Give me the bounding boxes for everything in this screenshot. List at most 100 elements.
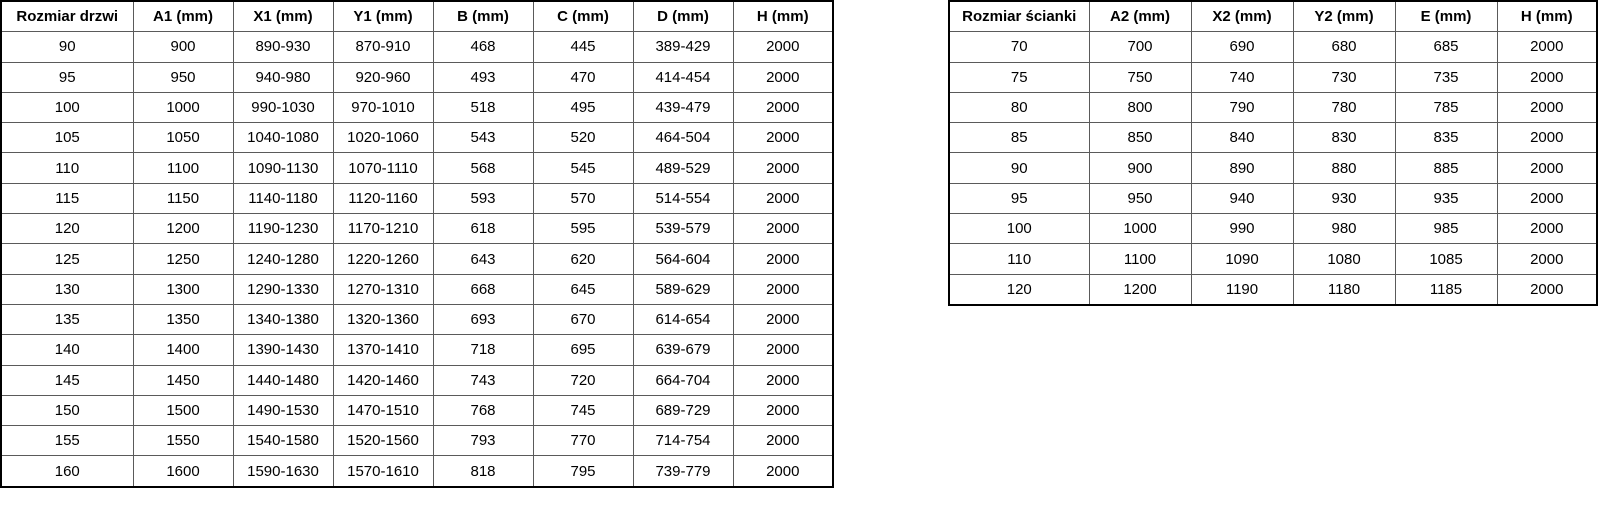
table-cell: 700 [1088,31,1192,63]
column-header: Y1 (mm) [332,0,434,33]
table-row: 110 1100 1090 1080 1085 2000 [948,243,1598,275]
table-row: 80 800 790 780 785 2000 [948,91,1598,124]
column-header: Rozmiar drzwi [0,0,134,33]
table-row: 75 750 740 730 735 2000 [948,61,1598,93]
table-cell: 140 [0,334,134,366]
table-cell: 85 [948,122,1090,154]
table-cell: 564-604 [632,243,734,275]
table-cell: 1320-1360 [332,303,434,336]
table-row: 145 1450 1440-1480 1420-1460 743 720 664-704 20… [0,364,834,396]
table-cell: 890-930 [232,31,334,63]
table-cell: 840 [1190,122,1294,154]
table-cell: 1340-1380 [232,303,334,336]
table-cell: 1450 [132,364,234,396]
table-cell: 950 [132,61,234,93]
table-cell: 570 [532,182,634,215]
table-row: 135 1350 1340-1380 1320-1360 693 670 614-654 20… [0,303,834,336]
table-row: 95 950 940 930 935 2000 [948,182,1598,215]
table-row: 90 900 890-930 870-910 468 445 389-429 2000 [0,31,834,63]
table-cell: 1520-1560 [332,425,434,457]
table-cell: 155 [0,425,134,457]
table-cell: 545 [532,152,634,184]
table-cell: 595 [532,213,634,245]
column-header: H (mm) [732,0,834,33]
table-cell: 2000 [1496,182,1598,215]
table-cell: 1085 [1394,243,1498,275]
table-cell: 668 [432,273,534,305]
table-cell: 935 [1394,182,1498,215]
table-cell: 1150 [132,182,234,215]
table-cell: 150 [0,394,134,427]
table-cell: 2000 [732,243,834,275]
table-row: 155 1550 1540-1580 1520-1560 793 770 714-754 20… [0,425,834,457]
table-cell: 1390-1430 [232,334,334,366]
table-cell: 1100 [1088,243,1192,275]
table-cell: 568 [432,152,534,184]
table-cell: 90 [948,152,1090,184]
table-cell: 2000 [732,364,834,396]
table-cell: 645 [532,273,634,305]
table-cell: 1500 [132,394,234,427]
table-cell: 818 [432,455,534,488]
table-cell: 670 [532,303,634,336]
table-row: 125 1250 1240-1280 1220-1260 643 620 564-604 20… [0,243,834,275]
table-cell: 880 [1292,152,1396,184]
table-cell: 793 [432,425,534,457]
table-cell: 445 [532,31,634,63]
table-cell: 518 [432,91,534,124]
table-cell: 1190-1230 [232,213,334,245]
table-cell: 589-629 [632,273,734,305]
table-cell: 970-1010 [332,91,434,124]
table-cell: 543 [432,122,534,154]
table-row: 85 850 840 830 835 2000 [948,122,1598,154]
table-cell: 835 [1394,122,1498,154]
table-cell: 125 [0,243,134,275]
table-cell: 890 [1190,152,1294,184]
table-cell: 1400 [132,334,234,366]
table-cell: 689-729 [632,394,734,427]
table-cell: 2000 [732,122,834,154]
table-cell: 389-429 [632,31,734,63]
table-cell: 80 [948,91,1090,124]
table-cell: 489-529 [632,152,734,184]
table-cell: 643 [432,243,534,275]
table-cell: 1370-1410 [332,334,434,366]
table-cell: 520 [532,122,634,154]
table-cell: 1040-1080 [232,122,334,154]
table-cell: 920-960 [332,61,434,93]
table-cell: 1180 [1292,273,1396,306]
table-cell: 95 [0,61,134,93]
table-row: 120 1200 1190 1180 1185 2000 [948,273,1598,306]
table-cell: 493 [432,61,534,93]
table-cell: 2000 [1496,31,1598,63]
column-header: E (mm) [1394,0,1498,33]
table-cell: 664-704 [632,364,734,396]
table-row: 105 1050 1040-1080 1020-1060 543 520 464-504 20… [0,122,834,154]
table-cell: 2000 [732,303,834,336]
table-row: 100 1000 990-1030 970-1010 518 495 439-479 2000 [0,91,834,124]
table-cell: 800 [1088,91,1192,124]
table-header-row: Rozmiar ścianki A2 (mm) X2 (mm) Y2 (mm) E (m… [948,0,1598,33]
column-header: Y2 (mm) [1292,0,1396,33]
table-cell: 439-479 [632,91,734,124]
doors-size-table: Rozmiar drzwi A1 (mm) X1 (mm) Y1 (mm) B (mm)… [0,0,834,488]
table-cell: 414-454 [632,61,734,93]
table-cell: 885 [1394,152,1498,184]
table-cell: 1100 [132,152,234,184]
table-cell: 618 [432,213,534,245]
table-cell: 470 [532,61,634,93]
table-cell: 2000 [732,213,834,245]
column-header: H (mm) [1496,0,1598,33]
table-cell: 1080 [1292,243,1396,275]
table-cell: 720 [532,364,634,396]
table-cell: 739-779 [632,455,734,488]
table-cell: 2000 [732,61,834,93]
table-cell: 620 [532,243,634,275]
table-cell: 2000 [732,182,834,215]
table-cell: 1270-1310 [332,273,434,305]
table-cell: 685 [1394,31,1498,63]
table-cell: 145 [0,364,134,396]
table-cell: 850 [1088,122,1192,154]
table-cell: 95 [948,182,1090,215]
